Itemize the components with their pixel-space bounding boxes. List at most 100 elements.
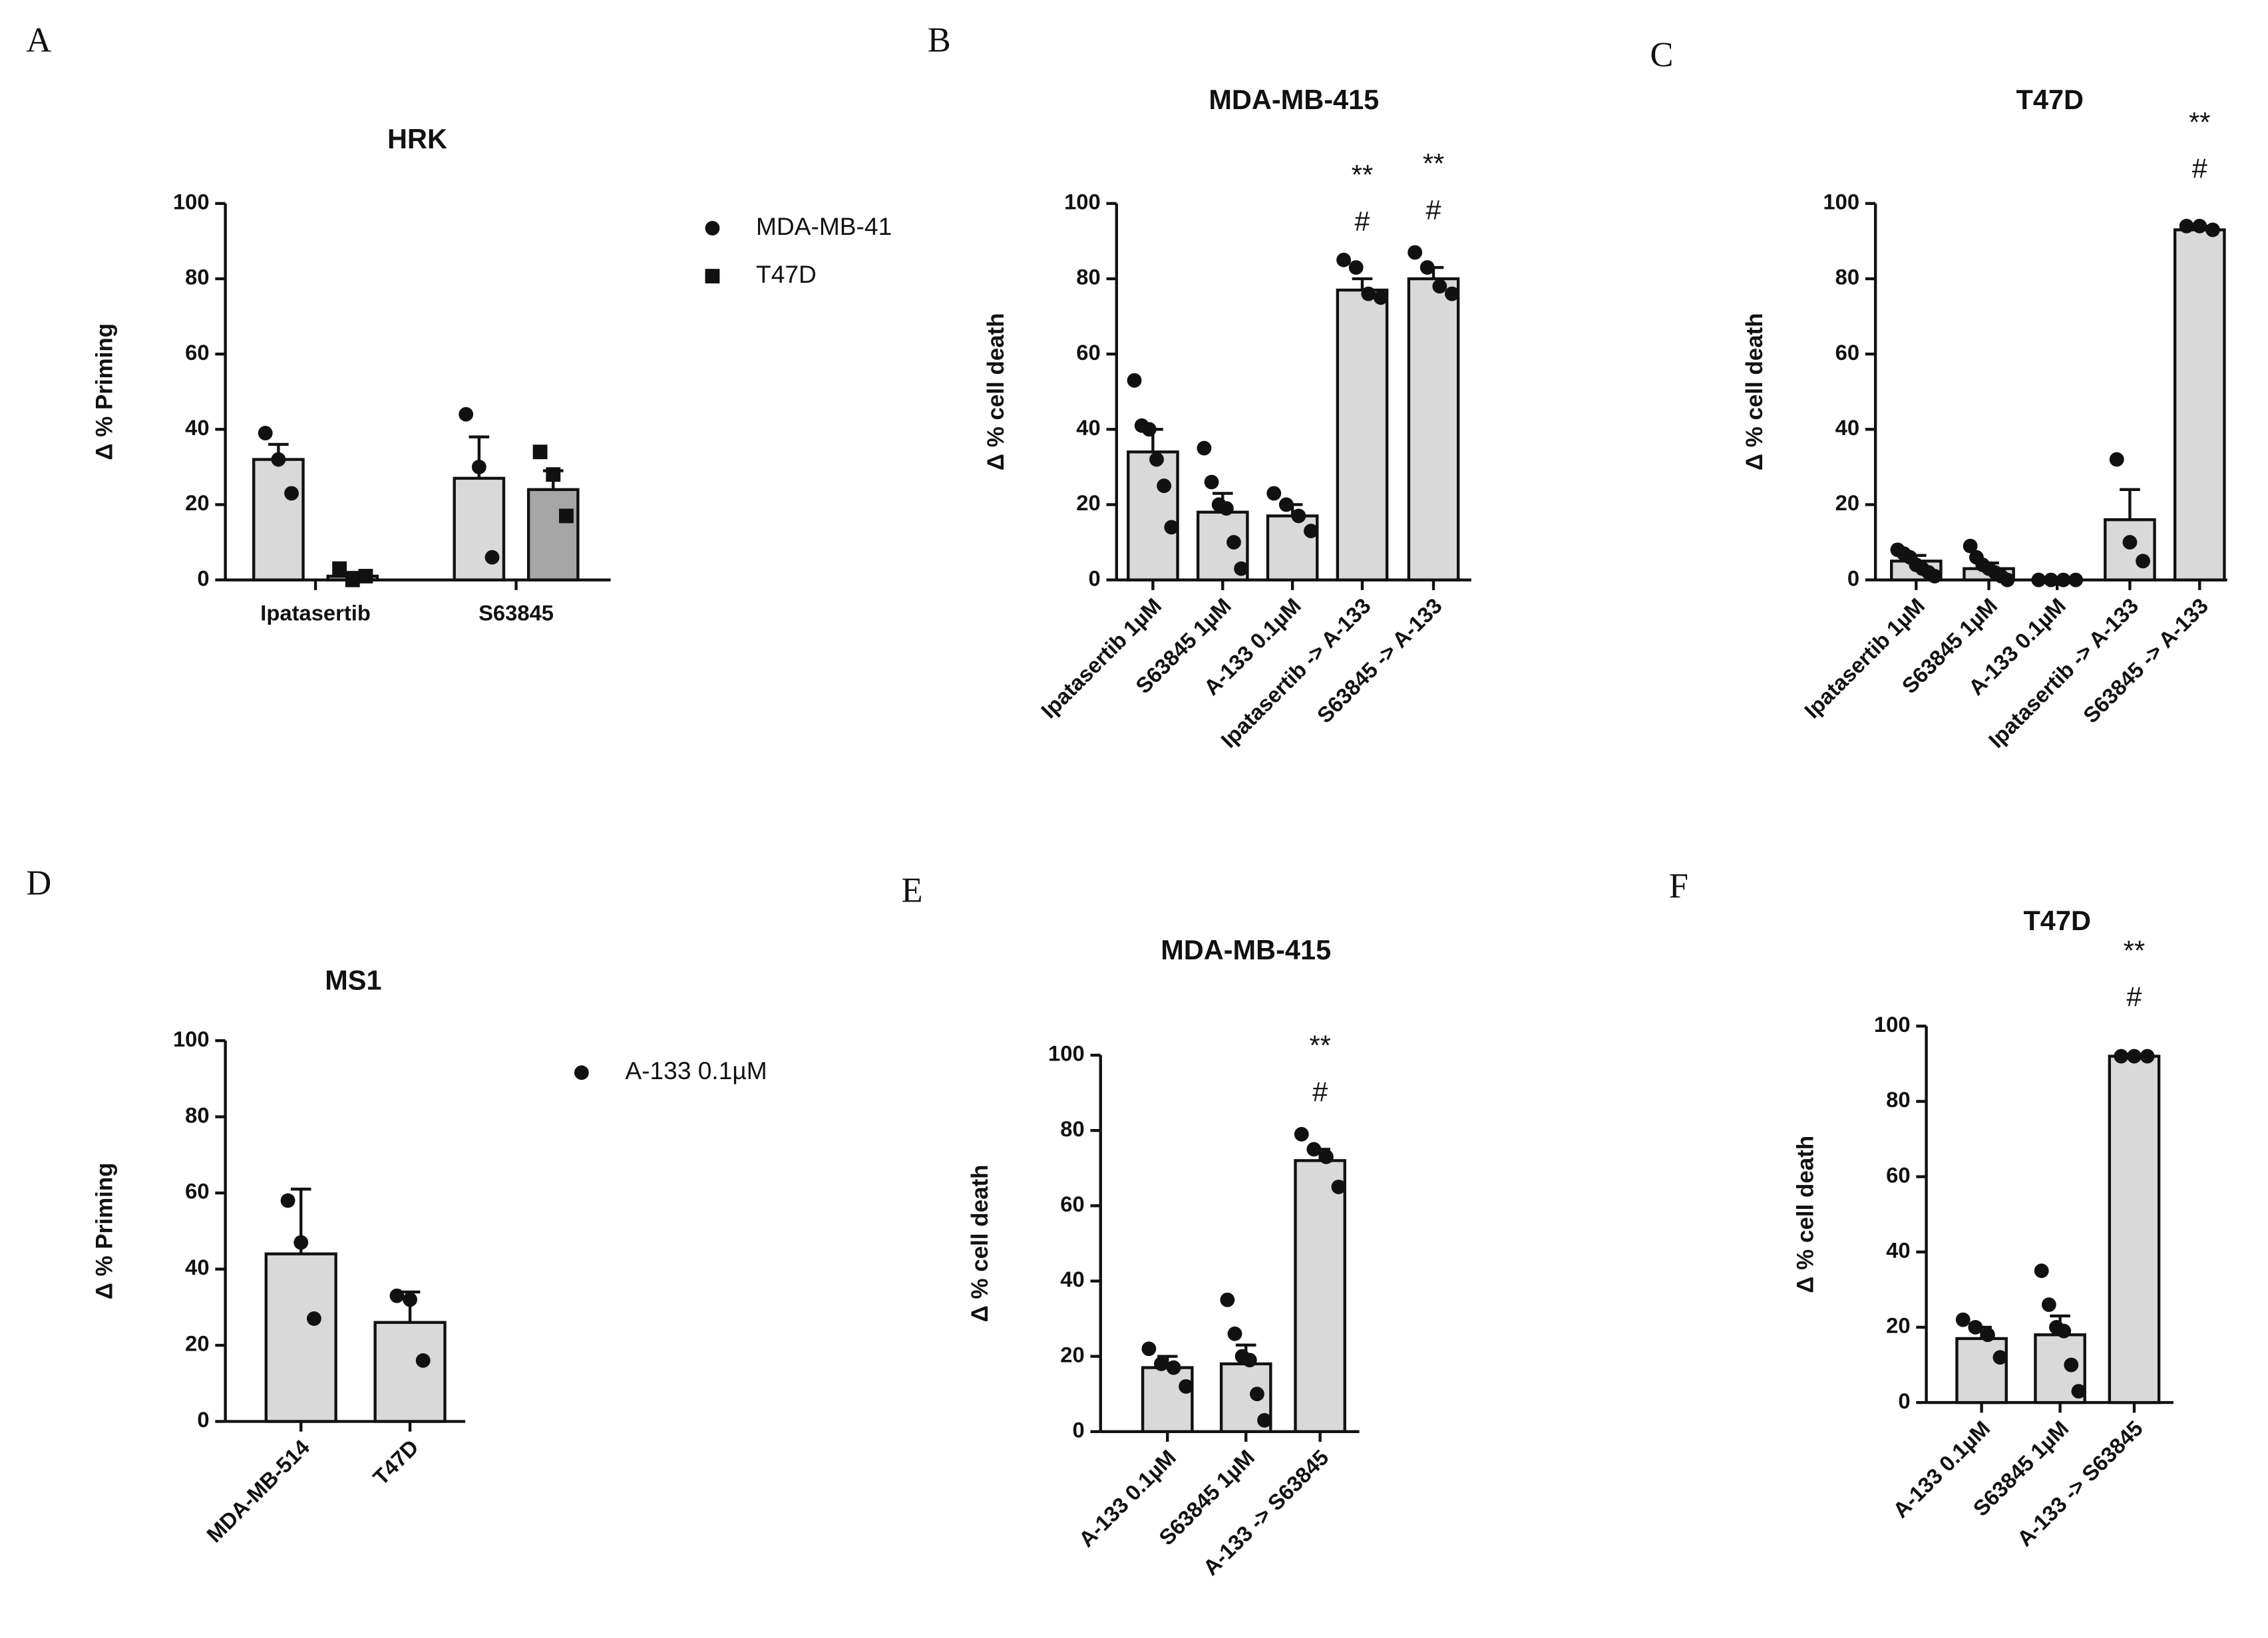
- y-tick-label: 20: [1076, 490, 1100, 515]
- significance-hash: #: [1354, 206, 1370, 237]
- significance-hash: #: [1425, 194, 1441, 226]
- y-tick-label: 40: [1835, 415, 1859, 440]
- data-point: [1204, 474, 1219, 490]
- data-point: [1127, 373, 1142, 388]
- data-point: [1141, 422, 1157, 437]
- chart-title: T47D: [2016, 84, 2084, 115]
- data-point: [2179, 218, 2194, 234]
- y-tick-label: 40: [1060, 1267, 1084, 1291]
- data-point: [459, 407, 474, 422]
- legend-label: MDA-MB-41: [756, 212, 892, 240]
- y-tick-label: 0: [1898, 1389, 1910, 1413]
- chart-title: MS1: [325, 965, 381, 996]
- data-point: [271, 452, 286, 467]
- data-point: [306, 1311, 321, 1326]
- data-point: [1197, 440, 1212, 456]
- data-point: [1164, 520, 1179, 535]
- data-point: [293, 1235, 309, 1250]
- y-tick-label: 20: [1886, 1313, 1910, 1338]
- y-axis-label: Δ % Priming: [92, 1162, 118, 1299]
- significance-stars: **: [1352, 159, 1373, 190]
- data-point: [471, 459, 486, 474]
- data-point: [2064, 1357, 2079, 1373]
- data-point: [1955, 1312, 1971, 1327]
- y-tick-label: 80: [185, 265, 209, 289]
- y-tick-label: 100: [1048, 1041, 1085, 1066]
- x-tick-label: Ipatasertib: [260, 601, 371, 625]
- data-point: [1992, 1350, 2008, 1365]
- data-point: [1278, 497, 1294, 512]
- data-point: [559, 508, 574, 524]
- data-point: [2056, 572, 2071, 587]
- data-point: [345, 572, 360, 587]
- x-tick-label: S63845: [478, 601, 554, 625]
- y-tick-label: 0: [197, 566, 209, 590]
- y-tick-label: 100: [173, 189, 210, 214]
- bar: [252, 458, 305, 581]
- y-tick-label: 60: [1835, 340, 1859, 365]
- bar: [2173, 228, 2226, 581]
- panel-letter: A: [26, 21, 51, 60]
- panel-letter: E: [901, 872, 922, 910]
- y-tick-label: 60: [1076, 340, 1100, 365]
- data-point: [1250, 1387, 1264, 1402]
- data-point: [1963, 538, 1978, 554]
- data-point: [332, 561, 347, 576]
- data-point: [546, 467, 561, 482]
- y-tick-label: 100: [1874, 1012, 1911, 1037]
- data-point: [2136, 554, 2151, 569]
- x-tick-label: T47D: [368, 1434, 423, 1490]
- panel-letter: B: [928, 21, 951, 60]
- data-point: [2068, 572, 2083, 587]
- data-point: [2043, 572, 2058, 587]
- x-tick-label: S63845 -> A-133: [2078, 593, 2213, 728]
- data-point: [1227, 535, 1241, 550]
- y-axis-label: Δ % cell death: [967, 1165, 993, 1323]
- data-point: [1266, 486, 1282, 501]
- data-point: [284, 486, 299, 501]
- data-point: [389, 1288, 405, 1303]
- data-point: [1331, 1180, 1346, 1194]
- data-point: [2071, 1384, 2086, 1399]
- bar: [1141, 1366, 1194, 1433]
- y-axis-label: Δ % cell death: [1793, 1136, 1819, 1293]
- data-point: [1154, 1357, 1169, 1371]
- legend-marker: [705, 221, 720, 236]
- y-tick-label: 100: [1823, 189, 1859, 214]
- chart-title: T47D: [2023, 905, 2090, 936]
- bar: [2104, 518, 2156, 581]
- x-tick-label: MDA-MB-514: [202, 1434, 315, 1548]
- y-tick-label: 20: [1835, 490, 1859, 515]
- x-tick-label: Ipatasertib 1µM: [1036, 593, 1166, 723]
- y-tick-label: 80: [1835, 265, 1859, 289]
- panel: D MS1 Δ % Priming 0 20 40 60 80 100 MDA-MB-514 T47…: [26, 864, 767, 1548]
- significance-stars: **: [1423, 148, 1444, 179]
- data-point: [1318, 1149, 1334, 1164]
- panel-letter: D: [26, 864, 51, 903]
- y-axis-label: Δ % Priming: [92, 323, 118, 460]
- data-point: [1336, 252, 1352, 267]
- data-point: [2109, 452, 2124, 467]
- significance-hash: #: [2126, 981, 2142, 1013]
- panel: B MDA-MB-415 Δ % cell death 0 20 40 60 80 100 Ipa…: [928, 21, 1471, 752]
- data-point: [1361, 286, 1376, 301]
- chart-title: HRK: [387, 123, 447, 154]
- data-point: [2000, 572, 2015, 587]
- panel: E MDA-MB-415 Δ % cell death 0 20 40 60 80 100 A-1…: [901, 872, 1360, 1580]
- y-axis-label: Δ % cell death: [983, 313, 1009, 470]
- significance-stars: **: [2124, 935, 2145, 966]
- significance-stars: **: [1309, 1029, 1330, 1061]
- bar: [373, 1321, 447, 1423]
- data-point: [2122, 535, 2138, 550]
- data-point: [1157, 478, 1172, 494]
- x-tick-label: A-133 -> S63845: [1198, 1445, 1333, 1580]
- data-point: [1980, 1327, 1995, 1343]
- data-point: [2205, 222, 2220, 238]
- y-tick-label: 80: [1886, 1087, 1910, 1112]
- data-point: [2056, 1323, 2072, 1339]
- data-point: [1304, 524, 1318, 539]
- y-tick-label: 100: [1064, 189, 1101, 214]
- data-point: [1294, 1126, 1309, 1142]
